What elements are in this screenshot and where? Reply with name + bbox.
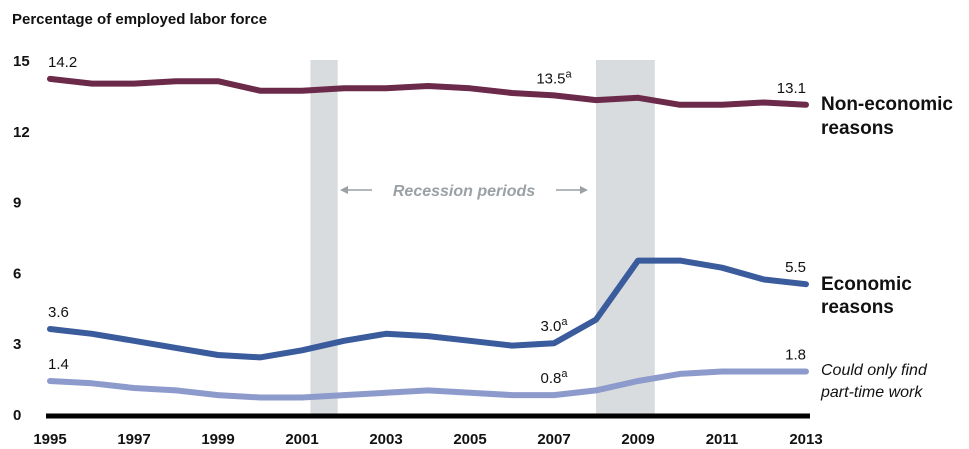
series-lines bbox=[47, 75, 809, 401]
data-label: 5.5 bbox=[785, 259, 806, 276]
series-name-label: Economic bbox=[821, 274, 912, 295]
data-label: 13.5a bbox=[536, 68, 572, 87]
y-tick-label: 15 bbox=[13, 53, 30, 70]
data-label: 0.8a bbox=[541, 368, 569, 387]
series-name-label: reasons bbox=[821, 297, 894, 318]
series-name-label: Could only find bbox=[821, 362, 928, 379]
x-tick-label: 1995 bbox=[33, 431, 66, 448]
y-tick-label: 9 bbox=[13, 195, 21, 212]
x-tick-label: 2007 bbox=[537, 431, 570, 448]
x-tick-label: 2001 bbox=[285, 431, 318, 448]
x-tick-label: 1997 bbox=[117, 431, 150, 448]
y-tick-label: 6 bbox=[13, 265, 21, 282]
series-line-2 bbox=[47, 257, 809, 361]
recession-bands bbox=[310, 60, 655, 414]
x-tick-label: 2013 bbox=[789, 431, 822, 448]
recession-annotation: Recession periods bbox=[340, 183, 588, 200]
x-tick-label: 2009 bbox=[621, 431, 654, 448]
data-label: 13.1 bbox=[777, 80, 806, 97]
y-tick-label: 0 bbox=[13, 407, 21, 424]
y-tick-label: 12 bbox=[13, 124, 30, 141]
y-axis-ticks: 0 3 6 9 12 15 bbox=[13, 53, 30, 424]
x-tick-label: 1999 bbox=[201, 431, 234, 448]
series-name-label: part-time work bbox=[820, 384, 923, 401]
data-label: 3.0a bbox=[541, 316, 569, 335]
data-label: 3.6 bbox=[48, 304, 69, 321]
data-labels: 14.2 13.5a 13.1 3.6 3.0a 5.5 1.4 0.8a 1.8 bbox=[48, 54, 806, 387]
data-label: 1.4 bbox=[48, 356, 69, 373]
series-line-1 bbox=[47, 75, 809, 108]
recession-band-2 bbox=[596, 60, 655, 414]
annotation-arrowhead-left bbox=[340, 186, 348, 194]
chart-title: Percentage of employed labor force bbox=[12, 11, 267, 28]
x-tick-label: 2003 bbox=[369, 431, 402, 448]
x-axis-ticks: 1995 1997 1999 2001 2003 2005 2007 2009 2011 2013 bbox=[33, 431, 822, 448]
annotation-text: Recession periods bbox=[393, 183, 535, 200]
y-tick-label: 3 bbox=[13, 336, 21, 353]
recession-band-1 bbox=[310, 60, 338, 414]
annotation-arrowhead-right bbox=[580, 186, 588, 194]
series-names: Non-economicreasonsEconomicreasonsCould … bbox=[820, 94, 953, 401]
data-label: 14.2 bbox=[48, 54, 77, 71]
series-name-label: reasons bbox=[821, 118, 894, 139]
series-line-3 bbox=[47, 368, 809, 401]
x-tick-label: 2005 bbox=[453, 431, 486, 448]
data-label: 1.8 bbox=[785, 347, 806, 364]
x-tick-label: 2011 bbox=[706, 431, 739, 448]
series-name-label: Non-economic bbox=[821, 94, 953, 115]
